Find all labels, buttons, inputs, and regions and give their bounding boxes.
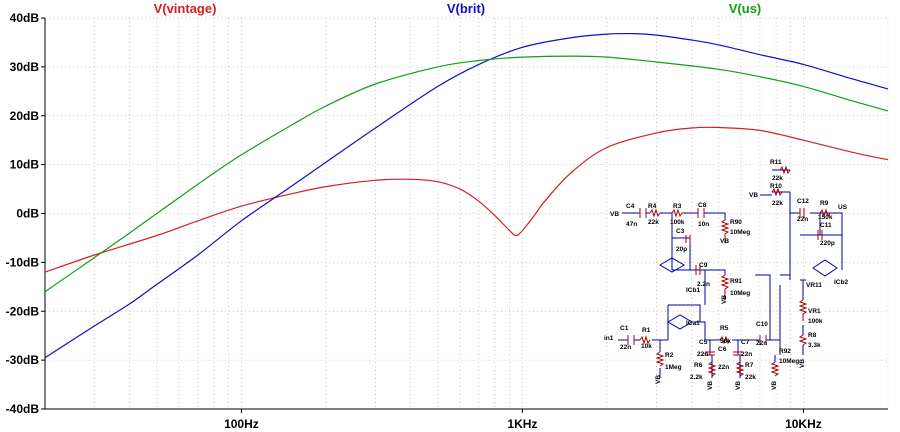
x-tick-label: 100Hz	[224, 417, 259, 431]
series-line-v-vintage-	[44, 126, 889, 273]
schem-label-vb9: VB	[799, 359, 806, 368]
y-tick-label: -40dB	[6, 402, 40, 416]
schem-label-r91-value: 10Meg	[730, 290, 750, 297]
x-tick-label: 1KHz	[507, 417, 537, 431]
y-tick-label: 10dB	[10, 158, 40, 172]
schem-label-vb7: VB	[735, 381, 742, 390]
schem-label-r6-value: 2.2k	[690, 374, 703, 381]
schem-label-c5-value: 22n	[697, 351, 708, 358]
schem-label-c4-value: 47n	[626, 221, 637, 228]
schem-label-c5: C5	[699, 339, 708, 346]
schem-label-c8-value: 10n	[698, 221, 709, 228]
schem-label-ica1: ICa1	[686, 320, 700, 327]
y-tick-label: -20dB	[6, 304, 40, 318]
schem-label-vb8: VB	[771, 381, 778, 390]
legend-entry-v-us-: V(us)	[729, 1, 762, 16]
schem-label-c1: C1	[620, 325, 629, 332]
series-line-v-us-	[44, 55, 889, 293]
schem-label-in1: in1	[604, 335, 614, 342]
schem-label-vb5: VB	[655, 375, 662, 384]
schem-label-c12-value: 22n	[797, 216, 808, 223]
schem-label-vb3: VB	[749, 192, 758, 199]
series-lines	[44, 32, 889, 359]
schem-label-r3: R3	[673, 203, 682, 210]
schem-label-r11: R11	[770, 159, 782, 166]
schem-label-r3-value: 100k	[670, 219, 685, 226]
schem-label-c3-value: 20p	[676, 246, 687, 253]
schem-label-r2-value: 1Meg	[665, 364, 682, 371]
schem-label-vb4: VB	[721, 295, 728, 304]
schem-label-icb2: ICb2	[834, 279, 848, 286]
schem-label-c4: C4	[626, 203, 635, 210]
legend-entry-v-brit-: V(brit)	[447, 1, 485, 16]
schem-label-c3: C3	[676, 228, 685, 235]
schem-label-r1: R1	[642, 327, 651, 334]
schem-label-r6: R6	[694, 362, 703, 369]
schem-label-icb1: ICb1	[686, 287, 700, 294]
schem-label-r90-value: 10Meg	[730, 229, 750, 236]
legend-entry-v-vintage-: V(vintage)	[154, 1, 217, 16]
schem-label-c1-value: 22n	[620, 344, 631, 351]
schem-label-r4-value: 22k	[648, 219, 659, 226]
schem-label-r10: R10	[770, 183, 782, 190]
schem-label-r11-value: 22k	[772, 175, 783, 182]
schem-label-r9: R9	[820, 200, 829, 207]
series-line-v-brit-	[44, 32, 889, 359]
y-tick-label: 20dB	[10, 109, 40, 123]
schem-label-vr1: VR1	[808, 308, 821, 315]
schem-label-vb2: VB	[720, 238, 729, 245]
x-tick-label: 10KHz	[785, 417, 822, 431]
schem-label-r8-value: 3.3k	[808, 342, 821, 349]
schem-label-c11-value: 220p	[820, 240, 835, 247]
schem-label-vb6: VB	[707, 381, 714, 390]
schem-label-c6-value: 22n	[718, 364, 729, 371]
schem-label-vr1-value: 100k	[808, 318, 823, 325]
y-tick-label: -10dB	[6, 255, 40, 269]
schem-label-c12: C12	[797, 198, 809, 205]
schem-label-c10-value: 22n	[756, 340, 767, 347]
schem-label-vb1: VB	[610, 211, 619, 218]
y-tick-label: 40dB	[10, 11, 40, 25]
y-tick-label: -30dB	[6, 353, 40, 367]
schem-label-c9: C9	[699, 262, 708, 269]
schem-label-r9-value: 150k	[818, 214, 833, 221]
schem-label-c8: C8	[698, 202, 707, 209]
schem-label-c11: C11	[820, 222, 832, 229]
circuit-schematic: VB C4 47n R4 22k R3 100k C8 10n R90 10Me…	[604, 159, 848, 390]
schem-label-r2: R2	[665, 352, 674, 359]
schem-label-c7: C7	[741, 339, 750, 346]
y-tick-label: 30dB	[10, 60, 40, 74]
y-tick-label: 0dB	[16, 207, 39, 221]
schem-label-r5-value: 56k	[720, 338, 731, 345]
schem-label-r10-value: 22k	[772, 200, 783, 207]
schem-label-us: US	[838, 204, 848, 211]
tick-labels: 40dB 30dB 20dB 10dB 0dB -10dB -20dB -30dB -40dB 1…	[6, 11, 822, 431]
legend: V(vintage) V(brit) V(us)	[154, 1, 762, 16]
schem-label-c9-value: 2.2n	[697, 281, 710, 288]
schem-label-c10: C10	[756, 321, 768, 328]
schem-label-r1-value: 10k	[641, 343, 652, 350]
schem-label-r92: R92	[779, 348, 791, 355]
schem-label-r90: R90	[730, 219, 742, 226]
schem-label-r7: R7	[745, 362, 754, 369]
schem-label-r7-value: 22k	[745, 374, 756, 381]
schem-label-c7-value: 22n	[741, 351, 752, 358]
schem-label-r4: R4	[648, 203, 657, 210]
schem-label-r92-value: 10Meg	[779, 358, 799, 365]
schem-label-vr11: VR11	[806, 282, 822, 289]
schem-label-r8: R8	[808, 332, 817, 339]
schem-label-r91: R91	[730, 278, 742, 285]
schem-label-c6: C6	[718, 346, 727, 353]
schem-label-r5: R5	[720, 325, 729, 332]
